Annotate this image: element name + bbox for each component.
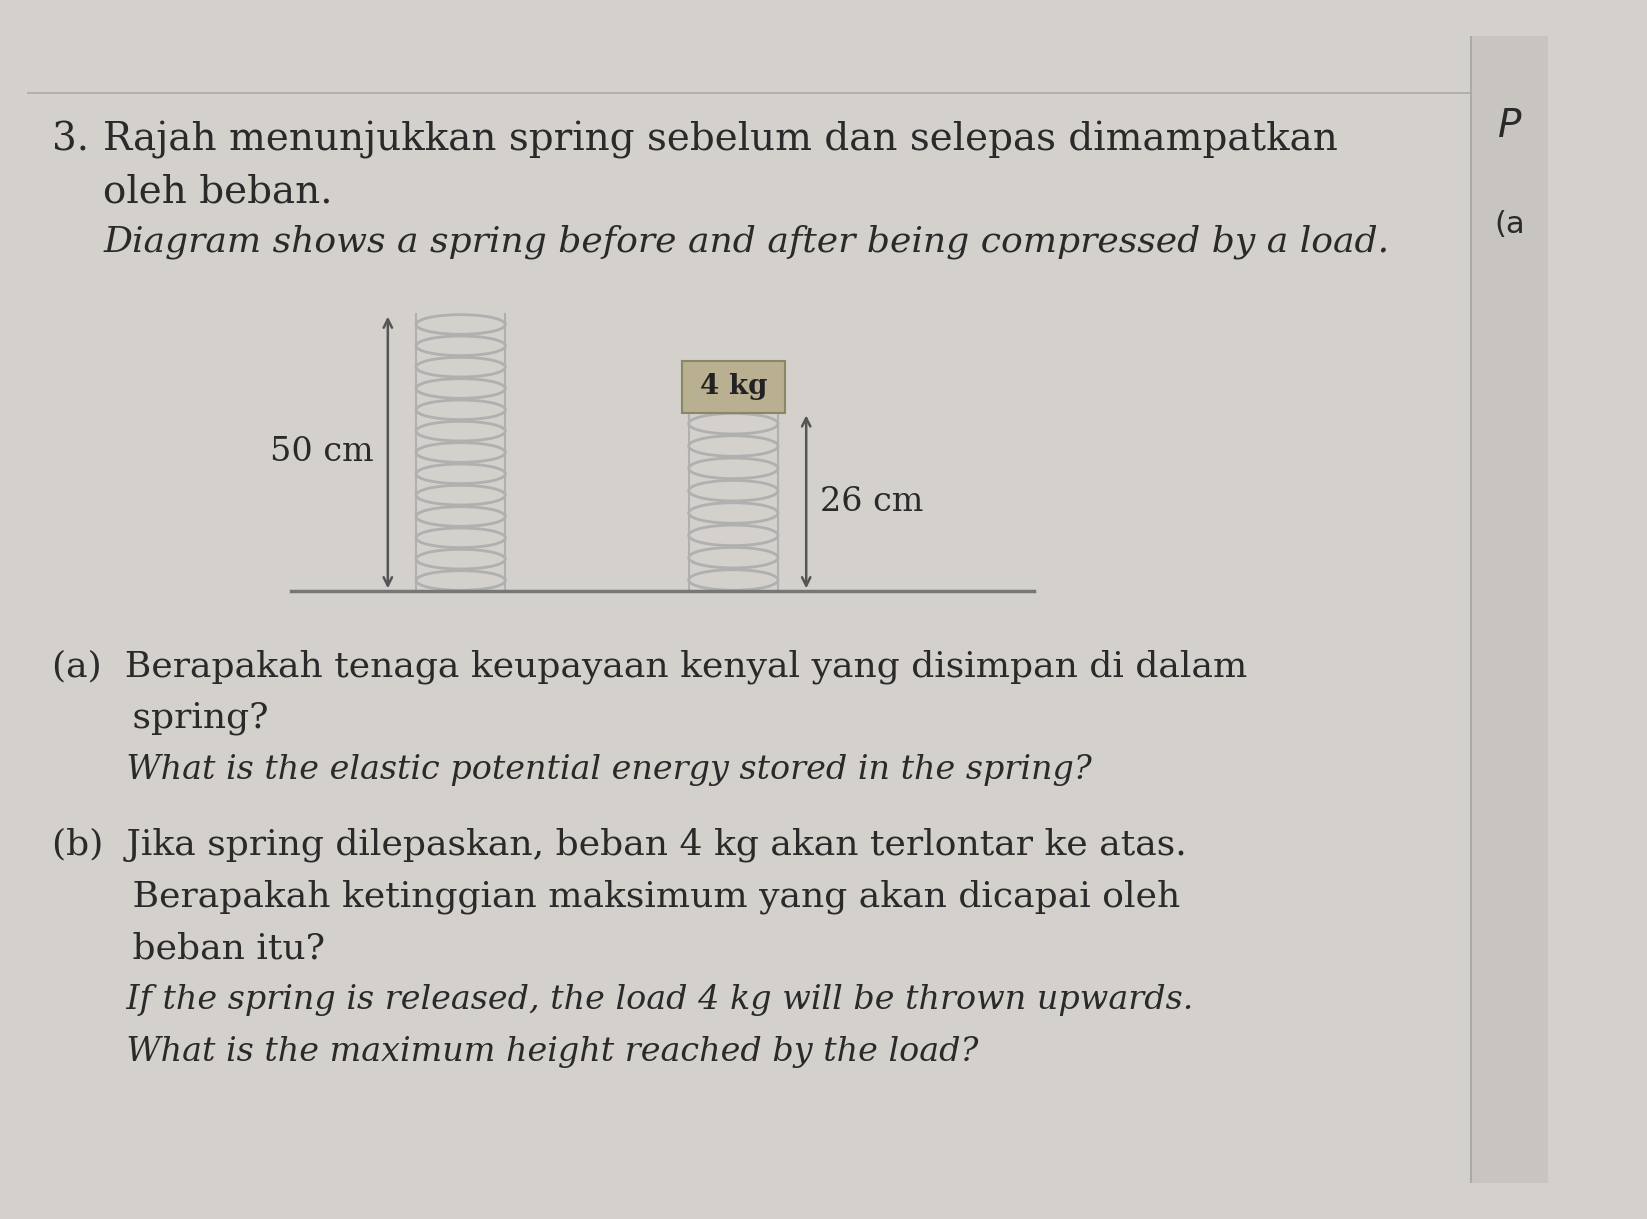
- Text: 3.: 3.: [51, 122, 89, 158]
- Text: (a)  Berapakah tenaga keupayaan kenyal yang disimpan di dalam: (a) Berapakah tenaga keupayaan kenyal ya…: [51, 649, 1247, 684]
- Text: What is the maximum height reached by the load?: What is the maximum height reached by th…: [51, 1036, 978, 1068]
- Text: (a: (a: [1494, 210, 1525, 239]
- Text: 4 kg: 4 kg: [700, 373, 768, 400]
- Text: What is the elastic potential energy stored in the spring?: What is the elastic potential energy sto…: [51, 753, 1092, 786]
- Text: Diagram shows a spring before and after being compressed by a load.: Diagram shows a spring before and after …: [104, 224, 1390, 258]
- Text: oleh beban.: oleh beban.: [104, 173, 333, 210]
- Text: P: P: [1499, 107, 1522, 145]
- Text: 50 cm: 50 cm: [270, 436, 374, 468]
- Text: (b)  Jika spring dilepaskan, beban 4 kg akan terlontar ke atas.: (b) Jika spring dilepaskan, beban 4 kg a…: [51, 828, 1186, 862]
- Text: Rajah menunjukkan spring sebelum dan selepas dimampatkan: Rajah menunjukkan spring sebelum dan sel…: [104, 121, 1339, 158]
- Text: beban itu?: beban itu?: [51, 931, 324, 965]
- Bar: [682, 361, 786, 412]
- Text: 26 cm: 26 cm: [820, 486, 924, 518]
- Text: spring?: spring?: [51, 701, 268, 735]
- Text: If the spring is released, the load 4 kg will be thrown upwards.: If the spring is released, the load 4 kg…: [51, 984, 1192, 1017]
- Text: Berapakah ketinggian maksimum yang akan dicapai oleh: Berapakah ketinggian maksimum yang akan …: [51, 879, 1179, 914]
- Bar: [1471, 37, 1548, 1182]
